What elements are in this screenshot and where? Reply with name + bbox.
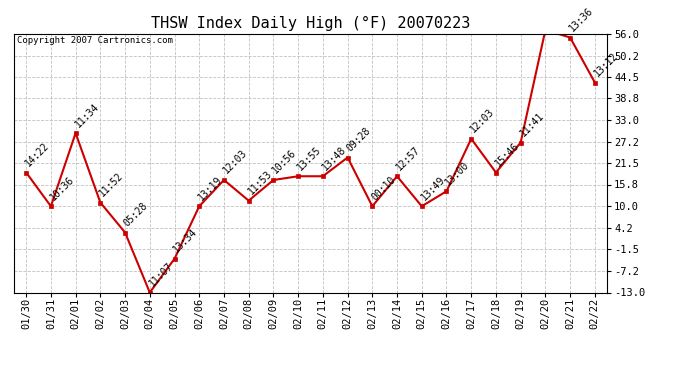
Text: 10:56: 10:56	[270, 148, 298, 176]
Text: 11:41: 11:41	[518, 111, 546, 138]
Text: 13:49: 13:49	[419, 174, 446, 202]
Text: 13:19: 13:19	[197, 174, 224, 202]
Text: 11:07: 11:07	[147, 261, 175, 288]
Text: 00:10: 00:10	[369, 174, 397, 202]
Text: 13:36: 13:36	[567, 6, 595, 33]
Text: 12:57: 12:57	[394, 144, 422, 172]
Text: 12:03: 12:03	[469, 107, 496, 135]
Title: THSW Index Daily High (°F) 20070223: THSW Index Daily High (°F) 20070223	[151, 16, 470, 31]
Text: 10:36: 10:36	[48, 174, 76, 202]
Text: 13:34: 13:34	[172, 227, 199, 255]
Text: 13:00: 13:00	[444, 159, 471, 187]
Text: 09:28: 09:28	[345, 126, 373, 153]
Text: 15:46: 15:46	[493, 141, 521, 168]
Text: 11:52: 11:52	[97, 171, 126, 198]
Text: 14:22: 14:22	[23, 141, 51, 168]
Text: 11:53: 11:53	[246, 169, 274, 196]
Text: 05:28: 05:28	[122, 201, 150, 228]
Text: 12:03: 12:03	[221, 148, 249, 176]
Text: 13:48: 13:48	[320, 144, 348, 172]
Text: Copyright 2007 Cartronics.com: Copyright 2007 Cartronics.com	[17, 36, 172, 45]
Text: 13:55: 13:55	[295, 144, 323, 172]
Text: 13:36: 13:36	[0, 374, 1, 375]
Text: 11:34: 11:34	[72, 101, 101, 129]
Text: 13:12: 13:12	[592, 51, 620, 78]
